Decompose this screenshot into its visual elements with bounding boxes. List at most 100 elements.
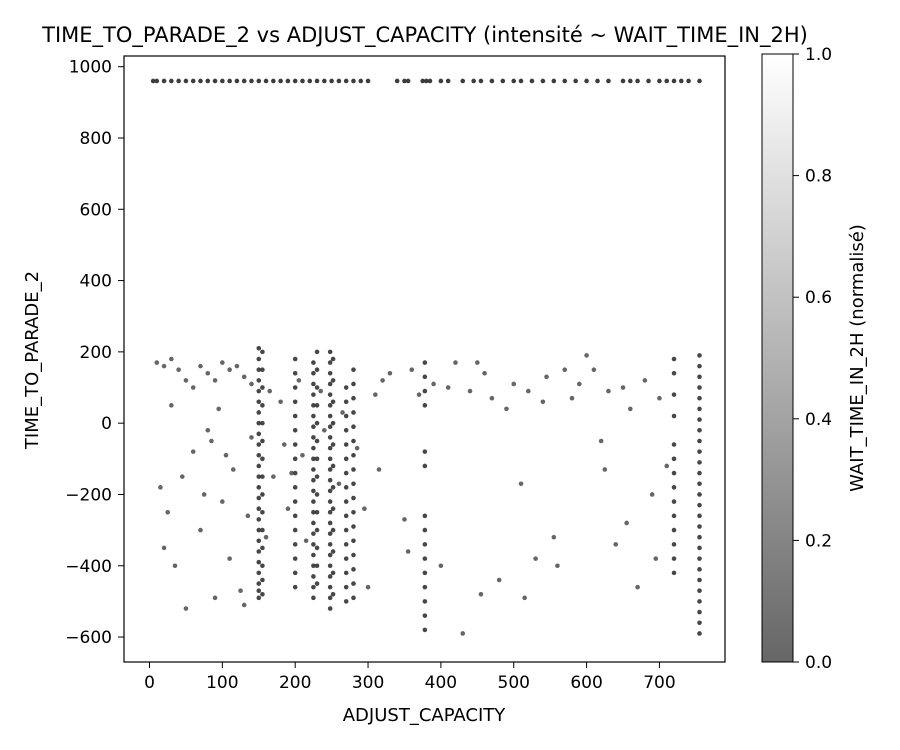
data-point [256, 517, 262, 522]
data-point [405, 549, 411, 554]
y-tick-label: 1000 [69, 58, 112, 78]
data-point [314, 420, 320, 426]
data-point [292, 399, 298, 405]
data-point [697, 620, 702, 626]
data-point [311, 477, 316, 483]
data-point [314, 385, 320, 390]
data-point [351, 552, 356, 558]
data-point [496, 577, 502, 583]
data-point [362, 506, 367, 512]
data-point [311, 392, 316, 397]
x-tick-label: 100 [206, 673, 238, 693]
data-point [606, 388, 611, 394]
data-point [292, 442, 298, 447]
data-point [671, 370, 677, 376]
data-point [482, 370, 487, 376]
data-point [307, 78, 313, 84]
data-point [343, 470, 349, 476]
data-point [311, 563, 316, 569]
data-point [220, 78, 225, 84]
data-point [573, 78, 578, 84]
data-point [256, 399, 262, 405]
data-point [292, 542, 298, 547]
data-point [635, 584, 640, 590]
data-point [311, 413, 316, 419]
data-point [351, 78, 356, 84]
data-point [311, 531, 316, 536]
data-point [311, 424, 316, 430]
data-point [314, 78, 320, 84]
y-axis-ticks: −600 −400 −200 0 200 400 600 800 1000 [65, 58, 124, 648]
data-point [365, 584, 371, 590]
data-point [671, 556, 677, 561]
data-point [697, 524, 702, 529]
data-point [292, 470, 298, 476]
data-point [422, 527, 428, 533]
data-point [227, 78, 232, 84]
data-point [422, 463, 428, 469]
data-point [351, 438, 356, 444]
data-point [212, 78, 218, 84]
data-point [475, 360, 480, 365]
data-point [343, 542, 349, 547]
data-point [292, 556, 298, 561]
data-point [343, 413, 349, 419]
data-point [256, 367, 262, 372]
data-point [256, 559, 262, 565]
data-point [311, 542, 316, 547]
data-point [624, 520, 629, 526]
data-point [281, 442, 287, 447]
data-point [212, 595, 218, 601]
data-point [591, 367, 597, 372]
data-point [198, 527, 203, 533]
data-point [198, 78, 203, 84]
data-point [602, 467, 608, 472]
data-point [327, 370, 333, 376]
data-point [422, 360, 428, 365]
y-tick-label: 600 [80, 200, 112, 220]
data-point [354, 445, 360, 451]
data-point [424, 78, 429, 84]
data-point [686, 78, 691, 84]
data-point [540, 78, 546, 84]
data-point [327, 424, 333, 430]
data-point [327, 445, 333, 451]
data-point [314, 474, 320, 479]
data-point [256, 78, 262, 84]
data-point [256, 588, 262, 594]
data-point [183, 378, 189, 383]
data-point [179, 474, 185, 479]
data-point [220, 499, 225, 504]
data-point [256, 410, 262, 415]
data-point [256, 346, 262, 351]
data-point [227, 556, 232, 561]
data-point [322, 427, 327, 433]
x-tick-label: 600 [570, 673, 602, 693]
data-point [256, 595, 262, 601]
data-point [314, 545, 320, 551]
data-point [260, 385, 265, 390]
colorbar-tick-label: 0.0 [805, 653, 832, 673]
x-tick-label: 700 [643, 673, 675, 693]
data-point [471, 78, 476, 84]
data-point [445, 385, 451, 390]
data-point [697, 363, 702, 369]
data-point [292, 485, 298, 490]
data-point [314, 527, 320, 533]
data-point [161, 545, 167, 551]
y-tick-label: −600 [65, 628, 112, 648]
data-point [351, 481, 356, 487]
data-point [697, 470, 702, 476]
data-point [584, 78, 589, 84]
data-point [627, 78, 633, 84]
data-point [318, 388, 323, 394]
data-point [292, 584, 298, 590]
data-point [249, 381, 254, 387]
data-point [256, 463, 262, 469]
data-point [330, 570, 336, 576]
data-point [358, 78, 364, 84]
data-point [351, 452, 356, 458]
data-point [343, 399, 349, 405]
y-tick-label: 200 [80, 343, 112, 363]
